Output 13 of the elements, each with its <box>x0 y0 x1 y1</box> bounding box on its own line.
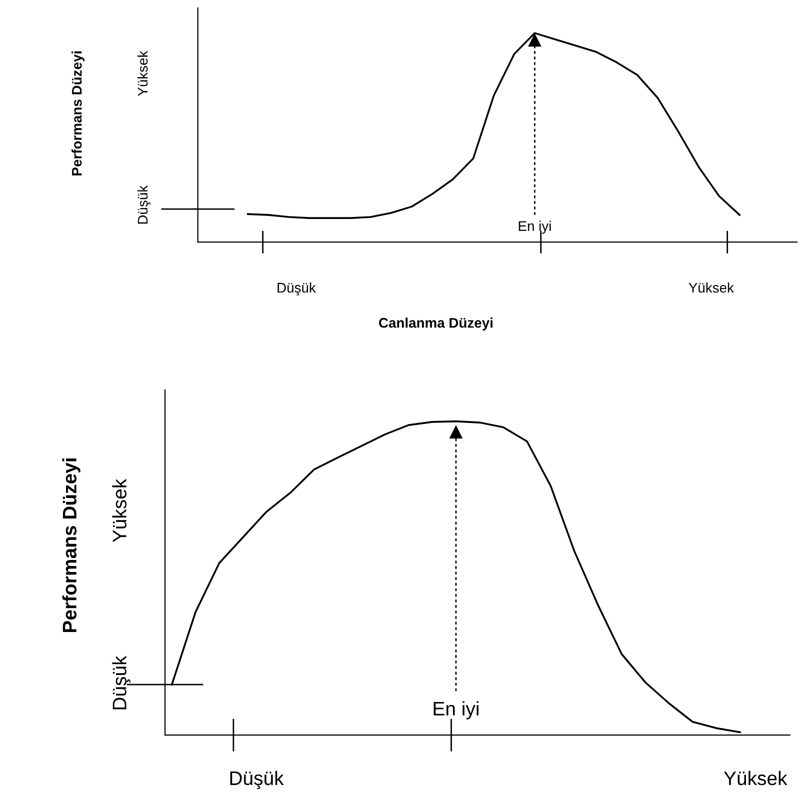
text: Yüksek <box>112 478 126 542</box>
text: Yüksek <box>724 770 788 786</box>
text: Yüksek <box>137 50 148 96</box>
text: Düşük <box>278 282 316 296</box>
annotation: En iyi <box>434 701 478 720</box>
text: Düşük <box>137 185 150 224</box>
text: Düşük <box>112 656 130 710</box>
y-axis-title: Performans Düzeyi <box>72 51 84 176</box>
text: Düşük <box>230 770 284 790</box>
text: Yüksek <box>688 282 734 293</box>
annotation: En iyi <box>518 220 551 234</box>
x-axis-title: Canlanma Düzeyi <box>379 318 492 331</box>
y-axis-title: Performans Düzeyi <box>62 458 80 632</box>
